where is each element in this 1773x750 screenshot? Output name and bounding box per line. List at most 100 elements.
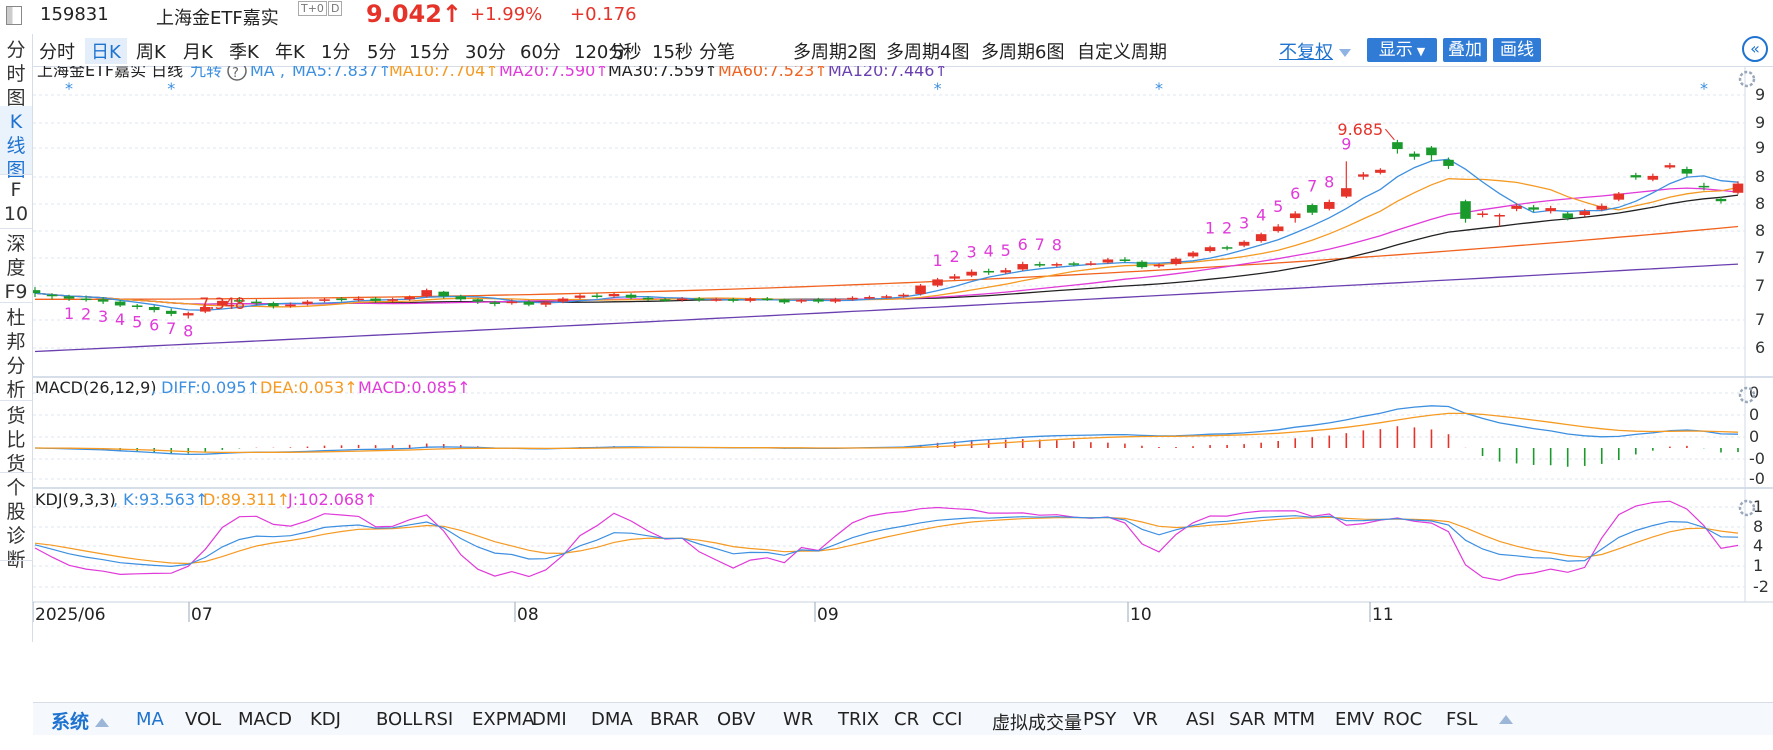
period-tab-9[interactable]: 30分	[465, 42, 506, 63]
system-indicator-menu[interactable]: 系统	[51, 707, 110, 734]
candle-body[interactable]	[182, 313, 194, 316]
period-tab-17[interactable]: 多周期6图	[981, 42, 1065, 63]
period-tab-18[interactable]: 自定义周期	[1077, 42, 1167, 63]
candle-body[interactable]	[319, 299, 330, 301]
candle-body[interactable]	[830, 299, 841, 302]
candle-body[interactable]	[489, 302, 501, 304]
security-name[interactable]: 上海金ETF嘉实	[156, 8, 279, 29]
side-tab-2[interactable]: F 10	[3, 179, 29, 225]
candle-body[interactable]	[1102, 259, 1114, 263]
indicator-tab-obv[interactable]: OBV	[717, 709, 756, 730]
candle-body[interactable]	[97, 299, 109, 302]
candle-body[interactable]	[1630, 175, 1642, 178]
candle-body[interactable]	[353, 298, 364, 301]
indicator-tab-fsl[interactable]: FSL	[1446, 709, 1478, 730]
candle-body[interactable]	[1613, 193, 1625, 200]
candle-body[interactable]	[387, 299, 398, 301]
period-tab-6[interactable]: 1分	[321, 42, 351, 63]
display-button[interactable]: 显示 ▼	[1367, 38, 1437, 62]
period-tab-13[interactable]: 15秒	[652, 42, 693, 63]
gear-icon[interactable]	[1738, 499, 1756, 517]
candle-body[interactable]	[1051, 264, 1063, 266]
candle-body[interactable]	[46, 294, 58, 297]
candle-body[interactable]	[131, 305, 143, 307]
indicator-tab-sar[interactable]: SAR	[1229, 709, 1266, 730]
indicator-tab-wr[interactable]: WR	[783, 709, 814, 730]
candle-body[interactable]	[438, 291, 449, 297]
candle-body[interactable]	[557, 298, 569, 302]
candle-body[interactable]	[710, 299, 722, 301]
indicator-tab-cr[interactable]: CR	[894, 709, 920, 730]
candle-body[interactable]	[1460, 201, 1471, 219]
candle-body[interactable]	[1204, 247, 1216, 252]
candle-body[interactable]	[847, 297, 858, 300]
candle-body[interactable]	[1647, 175, 1659, 180]
candle-body[interactable]	[1409, 153, 1420, 157]
candle-body[interactable]	[642, 297, 654, 300]
candle-body[interactable]	[63, 296, 75, 299]
period-tab-0[interactable]: 分时	[39, 42, 75, 63]
indicator-tab-vr[interactable]: VR	[1133, 709, 1158, 730]
indicator-tab-vol[interactable]: VOL	[185, 709, 222, 730]
candle-body[interactable]	[966, 271, 977, 276]
indicator-tab-kdj[interactable]: KDJ	[310, 709, 341, 730]
side-tab-5[interactable]: 货比货	[6, 405, 26, 475]
indicator-tab-ma[interactable]: MA	[136, 709, 164, 730]
candle-body[interactable]	[983, 270, 994, 273]
candle-body[interactable]	[472, 299, 484, 302]
candle-body[interactable]	[1153, 264, 1165, 267]
candle-body[interactable]	[932, 279, 943, 286]
window-icon[interactable]	[6, 6, 22, 25]
candle-body[interactable]	[727, 299, 739, 301]
period-tab-3[interactable]: 月K	[183, 42, 213, 63]
indicator-tab-boll[interactable]: BOLL	[376, 709, 423, 730]
indicator-tab-mtm[interactable]: MTM	[1273, 709, 1316, 730]
candle-body[interactable]	[1443, 159, 1454, 166]
period-tab-1[interactable]: 日K	[85, 38, 127, 64]
candle-body[interactable]	[574, 295, 586, 298]
candle-body[interactable]	[762, 298, 773, 301]
period-tab-12[interactable]: 5秒	[612, 42, 642, 63]
candle-body[interactable]	[421, 290, 432, 297]
candle-body[interactable]	[676, 298, 688, 301]
candle-body[interactable]	[251, 301, 262, 304]
indicator-tab-dma[interactable]: DMA	[591, 709, 633, 730]
candle-body[interactable]	[1579, 211, 1591, 215]
period-tab-8[interactable]: 15分	[409, 42, 450, 63]
candle-body[interactable]	[1732, 183, 1744, 193]
indicator-tab-trix[interactable]: TRIX	[838, 709, 880, 730]
candle-body[interactable]	[1238, 241, 1250, 246]
adjust-mode-dropdown[interactable]: 不复权	[1279, 38, 1351, 64]
candle-body[interactable]	[370, 298, 381, 301]
indicator-tab-psy[interactable]: PSY	[1083, 709, 1117, 730]
overlay-button[interactable]: 叠加	[1443, 38, 1487, 62]
candle-body[interactable]	[285, 304, 296, 307]
side-tab-3[interactable]: 深度 F9	[4, 233, 28, 303]
period-tab-7[interactable]: 5分	[367, 42, 397, 63]
candle-body[interactable]	[1000, 270, 1011, 273]
indicator-tab-cci[interactable]: CCI	[932, 709, 963, 730]
candle-body[interactable]	[455, 296, 467, 300]
candle-body[interactable]	[625, 294, 637, 298]
candle-body[interactable]	[1289, 213, 1301, 219]
candle-body[interactable]	[744, 298, 756, 301]
indicator-tab-roc[interactable]: ROC	[1383, 709, 1423, 730]
candle-body[interactable]	[1596, 205, 1608, 210]
period-tab-11[interactable]: 120分	[574, 42, 627, 63]
candle-body[interactable]	[1136, 261, 1148, 268]
candle-body[interactable]	[1017, 264, 1029, 270]
indicator-tab-macd[interactable]: MACD	[238, 709, 292, 730]
period-tab-16[interactable]: 多周期4图	[886, 42, 970, 63]
candle-body[interactable]	[1358, 174, 1369, 177]
draw-line-button[interactable]: 画线	[1493, 38, 1541, 62]
candle-body[interactable]	[864, 297, 875, 299]
candle-body[interactable]	[1477, 213, 1488, 215]
gear-icon[interactable]	[1738, 386, 1756, 404]
candle-body[interactable]	[200, 307, 211, 312]
period-tab-14[interactable]: 分笔	[699, 42, 735, 63]
candle-body[interactable]	[1494, 215, 1505, 217]
candle-body[interactable]	[881, 296, 892, 298]
indicator-tab-虚拟成交量[interactable]: 虚拟成交量	[992, 713, 1082, 734]
candle-body[interactable]	[1681, 169, 1693, 174]
candle-body[interactable]	[779, 299, 790, 303]
